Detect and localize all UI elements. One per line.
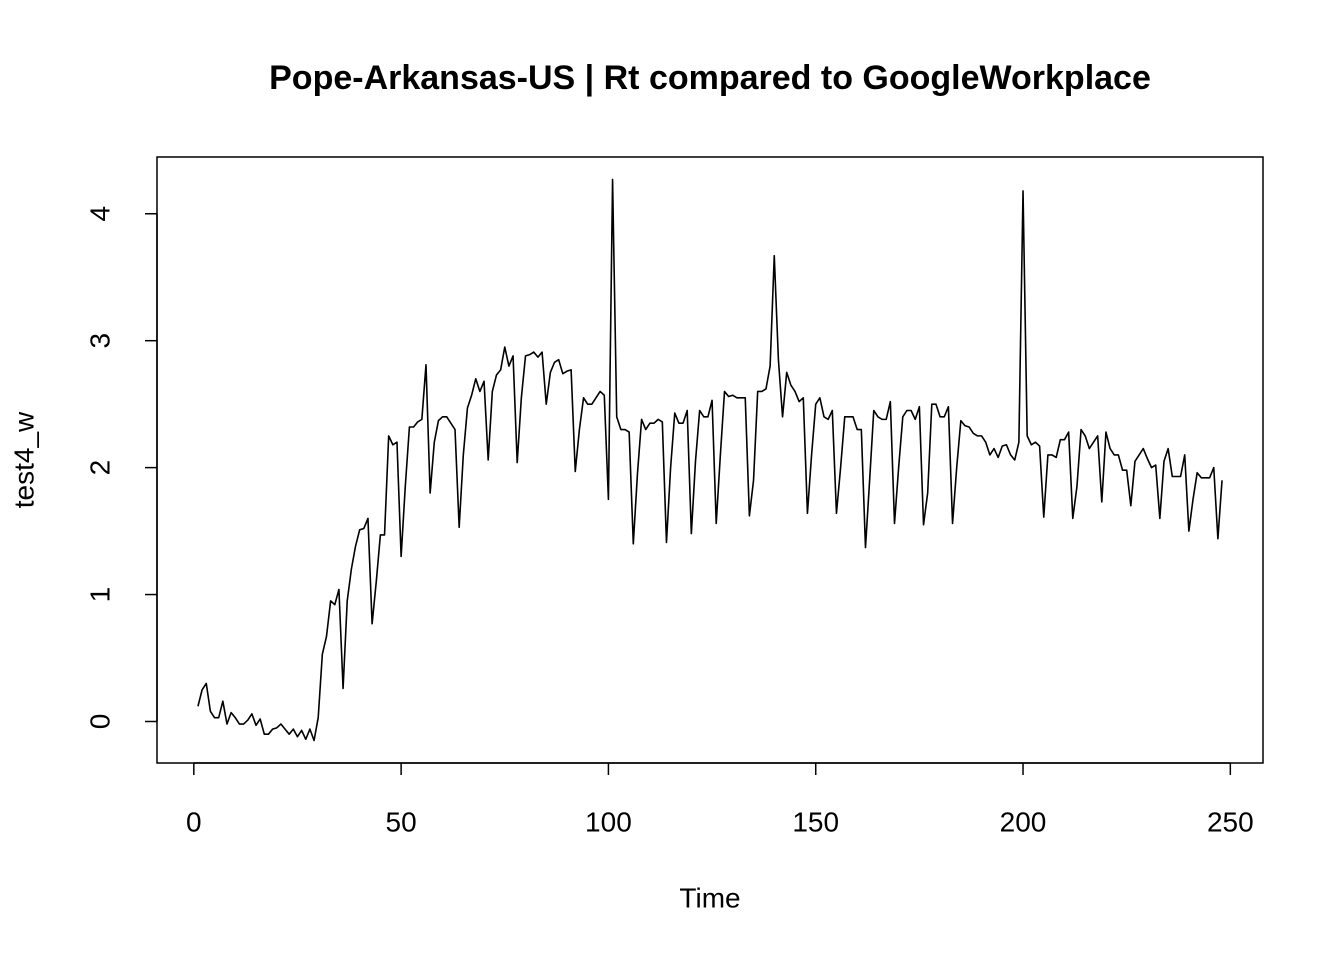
x-tick-label: 100 [585,806,632,837]
y-axis-label: test4_w [8,411,39,508]
data-line [197,178,1223,742]
chart-title: Pope-Arkansas-US | Rt compared to Google… [269,59,1151,97]
x-tick-label: 250 [1207,806,1254,837]
x-tick-label: 50 [386,806,417,837]
x-tick-label: 200 [1000,806,1047,837]
x-axis-label: Time [679,882,740,913]
y-tick-label: 1 [84,587,115,603]
x-tick-label: 0 [186,806,202,837]
y-tick-label: 4 [84,206,115,222]
y-tick-label: 2 [84,460,115,476]
x-tick-label: 150 [792,806,839,837]
y-tick-label: 0 [84,714,115,730]
y-tick-label: 3 [84,333,115,349]
